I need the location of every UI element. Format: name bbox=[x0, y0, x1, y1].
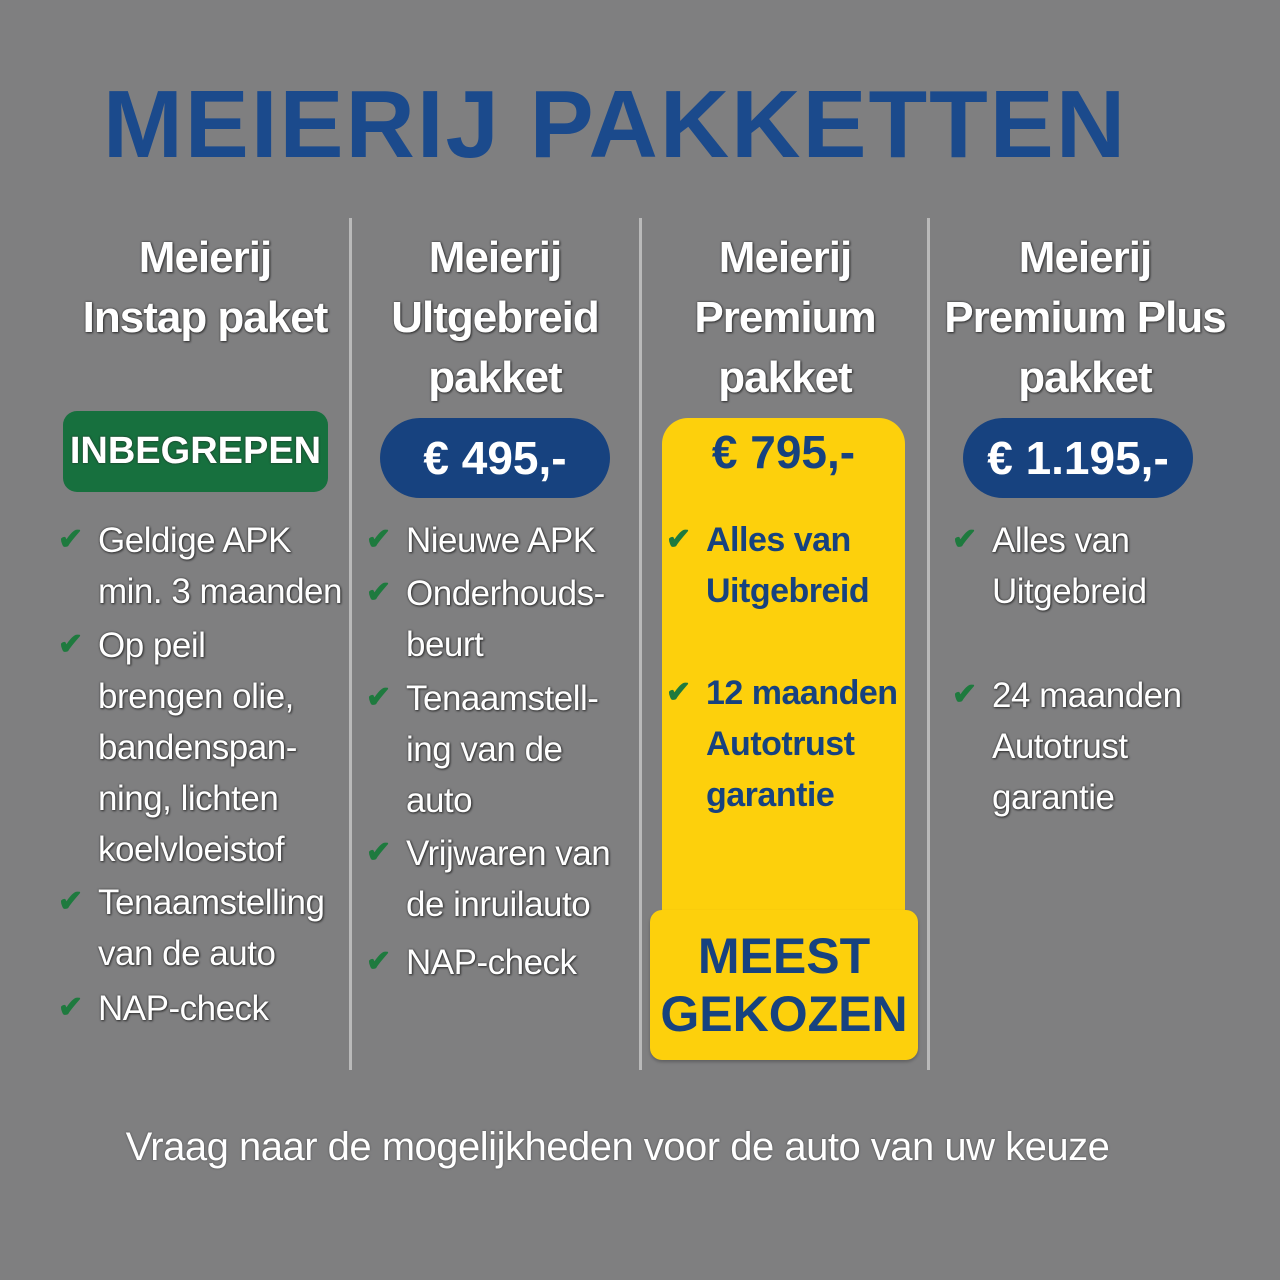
package-title-premium-plus: Meierij Premium Plus pakket bbox=[944, 233, 1226, 402]
check-icon: ✔ bbox=[58, 991, 84, 1024]
most-chosen-label: MEEST GEKOZEN bbox=[650, 910, 918, 1060]
check-icon: ✔ bbox=[366, 836, 392, 869]
feature-item: ✔ Nieuwe APK bbox=[366, 515, 596, 566]
included-badge: INBEGREPEN bbox=[63, 411, 328, 492]
feature-item: ✔ NAP-check bbox=[58, 983, 269, 1034]
feature-item: ✔ Tenaamstell- ing van de auto bbox=[366, 673, 599, 826]
feature-item: ✔ Onderhouds- beurt bbox=[366, 568, 605, 670]
check-icon: ✔ bbox=[366, 523, 392, 556]
column-divider bbox=[349, 218, 352, 1070]
check-icon: ✔ bbox=[666, 676, 692, 709]
check-icon: ✔ bbox=[58, 523, 84, 556]
package-title-uitgebreid: Meierij Ultgebreid pakket bbox=[391, 233, 600, 402]
feature-item: ✔ Tenaamstelling van de auto bbox=[58, 877, 325, 979]
feature-item: ✔ Alles van Uitgebreid bbox=[666, 515, 870, 617]
price-premium: € 795,- bbox=[711, 426, 856, 478]
price-badge-uitgebreid: € 495,- bbox=[380, 418, 610, 498]
check-icon: ✔ bbox=[58, 885, 84, 918]
feature-item: ✔ Vrijwaren van de inruilauto bbox=[366, 828, 611, 930]
package-title-instap: Meierij Instap paket bbox=[82, 233, 329, 342]
feature-item: ✔ 24 maanden Autotrust garantie bbox=[952, 670, 1182, 823]
feature-item: ✔ Alles van Uitgebreid bbox=[952, 515, 1147, 617]
check-icon: ✔ bbox=[366, 681, 392, 714]
feature-item: ✔ NAP-check bbox=[366, 937, 577, 988]
check-icon: ✔ bbox=[366, 576, 392, 609]
column-divider bbox=[639, 218, 642, 1070]
check-icon: ✔ bbox=[952, 523, 978, 556]
feature-item: ✔ 12 maanden Autotrust garantie bbox=[666, 668, 898, 821]
footer-note: Vraag naar de mogelijkheden voor de auto… bbox=[125, 1125, 1110, 1169]
page-title: MEIERIJ PAKKETTEN bbox=[102, 71, 1128, 178]
check-icon: ✔ bbox=[58, 628, 84, 661]
check-icon: ✔ bbox=[366, 945, 392, 978]
check-icon: ✔ bbox=[952, 678, 978, 711]
package-title-premium: Meierij Premium pakket bbox=[694, 233, 876, 402]
check-icon: ✔ bbox=[666, 523, 692, 556]
price-badge-premium-plus: € 1.195,- bbox=[963, 418, 1193, 498]
feature-item: ✔ Op peil brengen olie, bandenspan- ning,… bbox=[58, 620, 297, 875]
feature-item: ✔ Geldige APK min. 3 maanden bbox=[58, 515, 342, 617]
column-divider bbox=[927, 218, 930, 1070]
